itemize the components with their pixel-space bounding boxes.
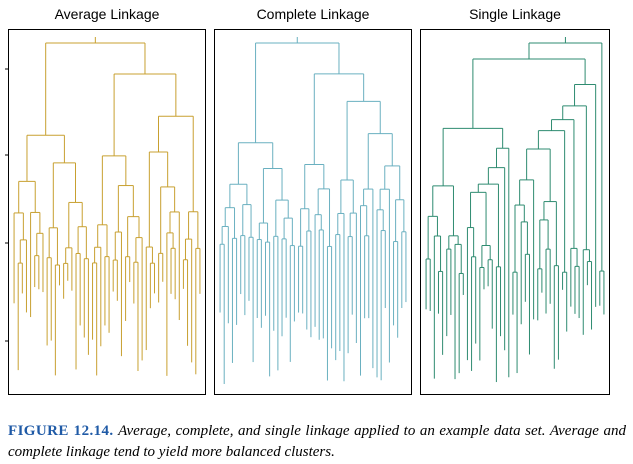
average-linkage-dendrogram [5,29,206,395]
panel-title-complete: Complete Linkage [256,6,370,22]
figure-caption: FIGURE 12.14. Average, complete, and sin… [8,421,626,463]
figure-caption-text: Average, complete, and single linkage ap… [8,423,627,460]
single-linkage-dendrogram [420,29,610,395]
complete-linkage-dendrogram [214,29,412,395]
figure-label: FIGURE 12.14. [8,423,114,439]
panel-title-single: Single Linkage [469,6,561,22]
panel-title-average: Average Linkage [54,6,160,22]
